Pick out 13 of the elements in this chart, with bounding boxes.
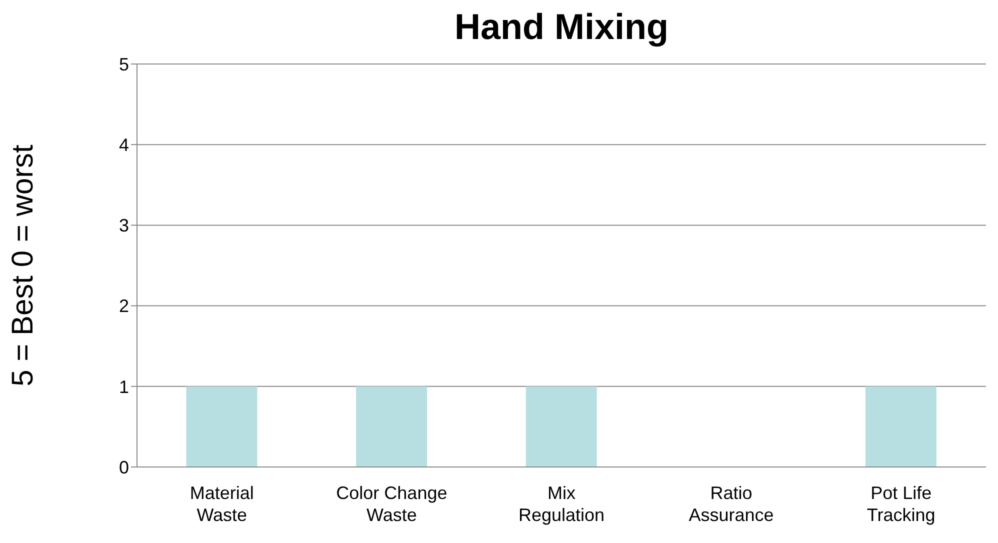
y-axis-title: 5 = Best 0 = worst — [6, 144, 40, 386]
x-tick-label: Mix Regulation — [518, 483, 605, 525]
y-tick-label: 4 — [118, 134, 129, 155]
y-tick-label: 3 — [118, 216, 129, 236]
x-tick-label: Ratio Assurance — [688, 483, 774, 525]
chart-title: Hand Mixing — [454, 6, 670, 48]
y-tick-label: 0 — [118, 457, 129, 478]
x-tick-label: Material Waste — [190, 483, 254, 525]
y-tick-label: 5 — [118, 54, 129, 74]
y-tick-label: 1 — [118, 376, 129, 397]
y-tick-label: 2 — [118, 296, 129, 316]
x-tick-label: Pot Life Tracking — [866, 483, 936, 525]
x-tick-label: Color Change Waste — [336, 483, 448, 525]
